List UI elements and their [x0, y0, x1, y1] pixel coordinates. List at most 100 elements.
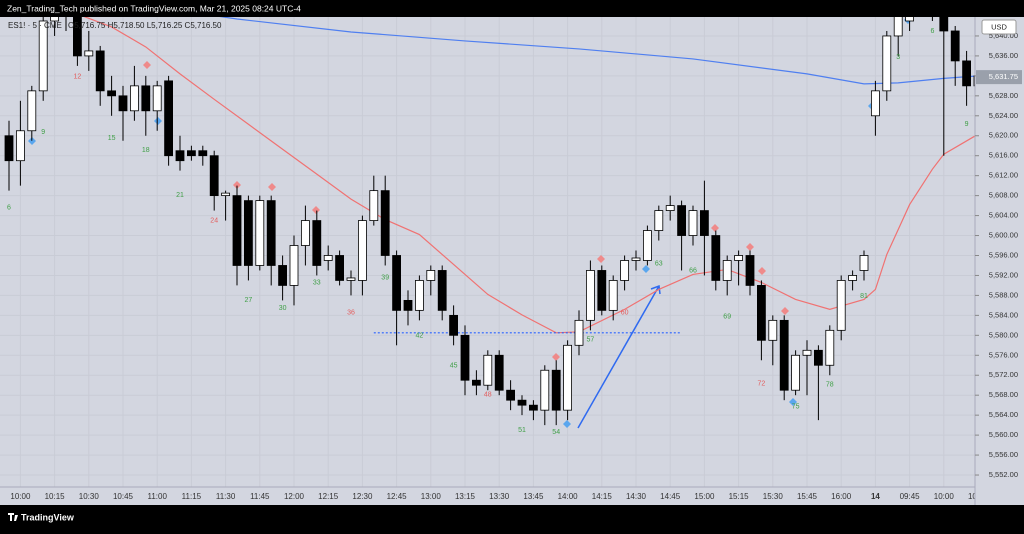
- brand-logo: [8, 513, 18, 521]
- y-tick-label: 5,564.00: [989, 410, 1018, 419]
- time-axis: [0, 487, 1024, 505]
- candle-body: [768, 319, 778, 341]
- candle-body: [688, 210, 698, 236]
- candle-body: [164, 80, 174, 157]
- bar-count-label: 78: [826, 382, 834, 389]
- candle-body: [243, 200, 253, 266]
- candle-body: [506, 389, 516, 401]
- bar-count-label: 6: [930, 28, 934, 35]
- candle-body: [677, 205, 686, 236]
- x-tick-label: 10:00: [934, 492, 955, 501]
- candle-body: [529, 404, 538, 411]
- candle-body: [107, 90, 116, 97]
- candle-body: [437, 270, 447, 311]
- candle-body: [563, 344, 572, 411]
- candle-body: [198, 150, 208, 157]
- candle-body: [711, 235, 721, 281]
- candle-body: [289, 245, 299, 286]
- brand: TradingView: [21, 512, 75, 522]
- moving-average: [219, 17, 975, 85]
- bar-count-label: 27: [245, 297, 253, 304]
- candle-body: [962, 60, 971, 87]
- x-tick-label: 12:30: [352, 492, 373, 501]
- bar-count-label: 48: [484, 392, 492, 399]
- bar-count-label: 21: [176, 192, 184, 199]
- header-bar: [0, 0, 1024, 17]
- candle-body: [232, 195, 242, 266]
- y-tick-label: 5,620.00: [989, 131, 1018, 140]
- moving-average: [83, 17, 975, 334]
- y-tick-label: 5,572.00: [989, 370, 1018, 379]
- candle-body: [380, 190, 390, 256]
- candle-body: [551, 369, 561, 411]
- candle-body: [426, 270, 436, 281]
- bar-count-label: 54: [552, 429, 560, 436]
- arrow: [577, 284, 661, 429]
- x-tick-label: 14:30: [626, 492, 647, 501]
- y-tick-label: 5,616.00: [989, 151, 1018, 160]
- bar-count-label: 42: [416, 333, 424, 340]
- candle-body: [300, 220, 310, 246]
- x-tick-label: 10:30: [79, 492, 100, 501]
- candle-body: [369, 190, 379, 221]
- x-tick-label: 15:00: [694, 492, 715, 501]
- candle-body: [38, 20, 48, 92]
- candle-body: [27, 90, 37, 132]
- candle-body: [255, 200, 265, 266]
- y-tick-label: 5,636.00: [989, 51, 1018, 60]
- x-tick-label: 13:45: [523, 492, 544, 501]
- bar-count-label: 18: [142, 147, 150, 154]
- ohlc-legend: O5,716.75 H5,718.50 L5,716.25 C5,716.50: [68, 21, 222, 30]
- bar-count-label: 24: [210, 217, 218, 224]
- candle-body: [574, 319, 584, 346]
- candle-body: [825, 329, 835, 366]
- candle-body: [836, 280, 846, 331]
- x-tick-label: 15:45: [797, 492, 818, 501]
- x-tick-label: 15:30: [763, 492, 784, 501]
- candle-body: [665, 205, 675, 211]
- candle-body: [50, 17, 59, 22]
- y-tick-label: 5,604.00: [989, 211, 1018, 220]
- x-tick-label: 10:15: [45, 492, 66, 501]
- candle-body: [346, 277, 356, 281]
- candle-body: [15, 130, 25, 162]
- x-tick-label: 12:15: [318, 492, 339, 501]
- bar-count-label: 36: [347, 310, 355, 317]
- symbol: ES1! · 5 · CME: [8, 21, 62, 30]
- bar-count-label: 60: [621, 310, 629, 317]
- bar-count-label: 30: [279, 305, 287, 312]
- candle-body: [722, 260, 732, 281]
- x-tick-label: 12:45: [387, 492, 408, 501]
- candle-body: [129, 85, 139, 112]
- candle-body: [449, 314, 459, 336]
- footer: [0, 505, 1024, 529]
- candle-body: [403, 299, 413, 311]
- candle-body: [802, 349, 812, 356]
- y-tick-label: 5,624.00: [989, 111, 1018, 120]
- candle-body: [118, 95, 128, 112]
- x-tick-label: 11:15: [182, 492, 202, 501]
- x-tick-label: 11:45: [250, 492, 270, 501]
- y-tick-label: 5,560.00: [989, 430, 1018, 439]
- candle-body: [540, 369, 550, 411]
- candle-body: [848, 275, 857, 281]
- candle-body: [700, 210, 709, 236]
- candle-body: [779, 319, 789, 391]
- candle-body: [814, 349, 823, 366]
- x-tick-label: 10:00: [10, 492, 31, 501]
- x-tick-label: 11:00: [147, 492, 167, 501]
- bar-count-label: 45: [450, 363, 458, 370]
- candle-body: [734, 255, 743, 261]
- bar-count-label: 63: [655, 260, 663, 267]
- x-tick-label: 14:45: [660, 492, 681, 501]
- x-tick-label: 14:15: [592, 492, 613, 501]
- x-tick-label: 09:45: [900, 492, 921, 501]
- candle-body: [323, 255, 333, 261]
- currency-box: [981, 19, 1017, 35]
- candle-body: [483, 354, 493, 386]
- candle-body: [84, 50, 94, 57]
- y-tick-label: 5,576.00: [989, 350, 1018, 359]
- candle-body: [620, 260, 629, 281]
- candle-body: [631, 257, 641, 261]
